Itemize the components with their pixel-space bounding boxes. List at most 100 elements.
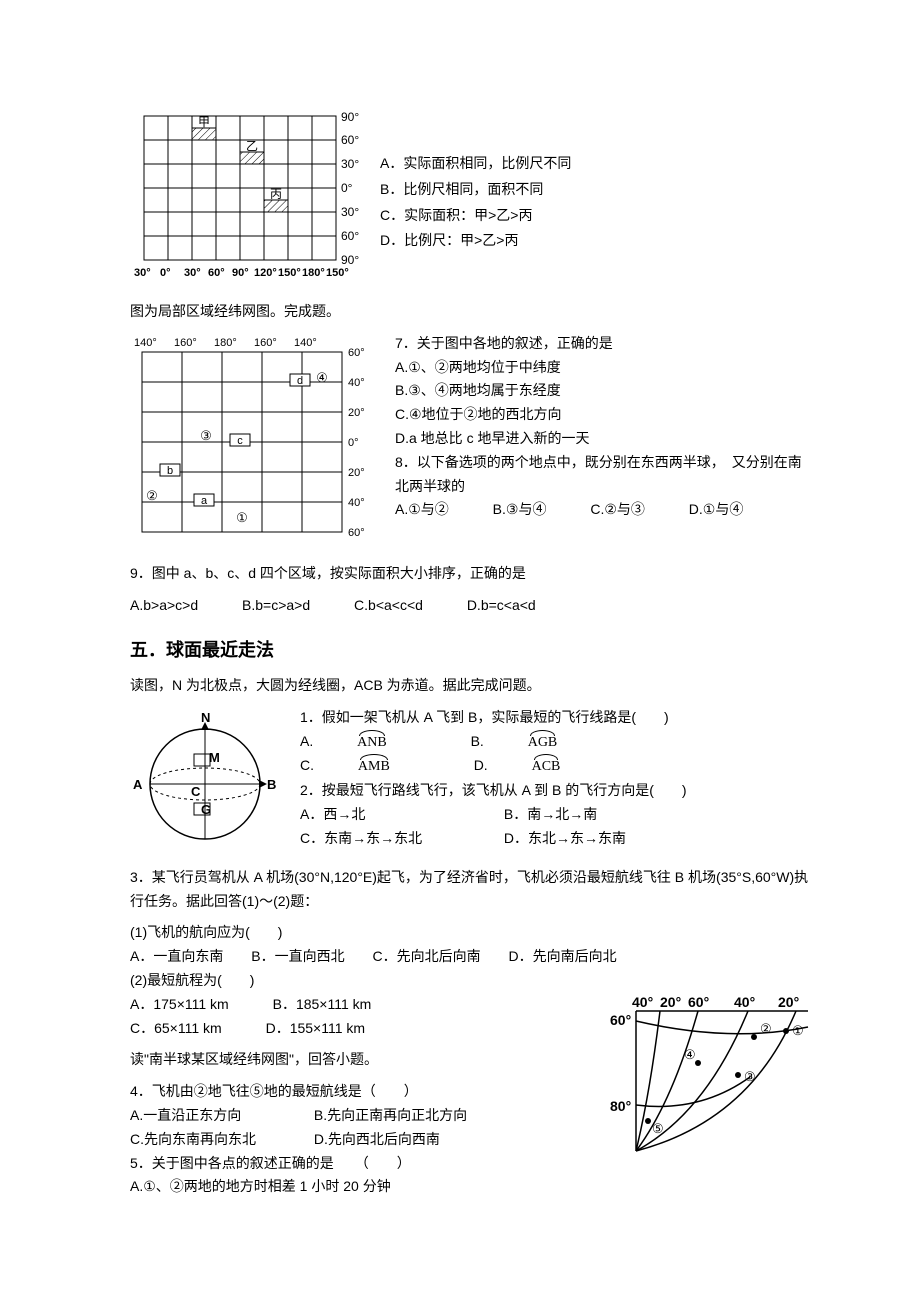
svg-text:150°: 150° [326, 267, 349, 279]
fig6-yi: 乙 [246, 139, 258, 153]
q5-stem: 5．关于图中各点的叙述正确的是 （ ） [130, 1152, 810, 1176]
q3-sub2: (2)最短航程为( ) [130, 969, 810, 993]
fig6-xlabels: 30° 0° 30° 60° 90° 120° 150° 180° 150° [134, 267, 349, 279]
svg-text:④: ④ [316, 370, 328, 385]
svg-text:30°: 30° [184, 267, 201, 279]
fig6-ylabels: 90° 60° 30° 0° 30° 60° 90° [341, 110, 359, 267]
fig6-svg: 甲 乙 丙 90° 60° 30° 0° 30° 60° 90° [130, 110, 360, 290]
svg-text:B: B [267, 777, 276, 792]
svg-text:②: ② [146, 488, 158, 503]
q7-C: C.④地位于②地的西北方向 [395, 403, 810, 427]
q2-stem: 2．按最短飞行路线飞行，该飞机从 A 到 B 的飞行方向是( ) [300, 779, 810, 803]
q3-s1-opts: A．一直向东南 B．一直向西北 C．先向北后向南 D．先向南后向北 [130, 945, 810, 969]
svg-text:30°: 30° [341, 157, 359, 171]
svg-text:90°: 90° [232, 267, 249, 279]
q3-s1D: D．先向南后向北 [508, 945, 616, 969]
q7-q8-block: 7．关于图中各地的叙述，正确的是 A.①、②两地均位于中纬度 B.③、④两地均属… [395, 332, 810, 522]
svg-text:40°: 40° [348, 377, 365, 389]
svg-text:30°: 30° [341, 205, 359, 219]
svg-text:160°: 160° [174, 337, 197, 349]
q7-D: D.a 地总比 c 地早进入新的一天 [395, 427, 810, 451]
svg-text:c: c [237, 435, 243, 447]
q9-opts: A.b>a>c>d B.b=c>a>d C.b<a<c<d D.b=c<a<d [130, 594, 810, 618]
globe-svg-wrap: N M A B C G [130, 706, 280, 856]
svg-text:d: d [297, 375, 303, 387]
opt6-C: C．实际面积：甲>乙>丙 [380, 204, 571, 228]
svg-text:140°: 140° [294, 337, 317, 349]
svg-text:160°: 160° [254, 337, 277, 349]
fig6-row: 甲 乙 丙 90° 60° 30° 0° 30° 60° 90° [130, 110, 810, 290]
q3-s2A: A．175×111 km [130, 993, 229, 1017]
q5-A: A.①、②两地的地方时相差 1 小时 20 分钟 [130, 1175, 810, 1199]
svg-text:④: ④ [684, 1047, 696, 1062]
svg-text:140°: 140° [134, 337, 157, 349]
q9-B: B.b=c>a>d [242, 594, 310, 618]
fig6-jia: 甲 [198, 115, 210, 129]
fig7-xlabels: 140° 160° 180° 160° 140° [134, 337, 317, 349]
q9-D: D.b=c<a<d [467, 594, 536, 618]
q1-B: B. AGB [471, 730, 598, 755]
south-lon-labels: 40° 20° 60° 40° 20° [632, 994, 799, 1010]
svg-text:90°: 90° [341, 110, 359, 124]
q4-B: B.先向正南再向正北方向 [314, 1107, 467, 1123]
intro7: 图为局部区域经纬网图。完成题。 [130, 300, 810, 324]
svg-text:②: ② [760, 1021, 772, 1036]
q3-s1C: C．先向北后向南 [372, 945, 480, 969]
fig7-row: 140° 160° 180° 160° 140° 60° 40° 20° 0° … [130, 332, 810, 552]
fig7-ylabels: 60° 40° 20° 0° 20° 40° 60° [348, 347, 365, 539]
q1-C: C. AMB [300, 754, 430, 779]
q4-A: A.一直沿正东方向 [130, 1104, 310, 1128]
svg-text:M: M [209, 750, 220, 765]
svg-text:180°: 180° [214, 337, 237, 349]
svg-text:60°: 60° [208, 267, 225, 279]
q7-stem: 7．关于图中各地的叙述，正确的是 [395, 332, 810, 356]
q8-A: A.①与② [395, 498, 449, 522]
svg-text:b: b [167, 465, 173, 477]
q3-s2C: C．65×111 km [130, 1017, 222, 1041]
svg-text:150°: 150° [278, 267, 301, 279]
svg-text:60°: 60° [348, 347, 365, 359]
q2-C: C．东南→东→东北 [300, 827, 500, 851]
q1-A: A. ANB [300, 730, 427, 755]
q7-B: B.③、④两地均属于东经度 [395, 379, 810, 403]
fig6-svg-wrap: 甲 乙 丙 90° 60° 30° 0° 30° 60° 90° [130, 110, 360, 290]
svg-text:0°: 0° [160, 267, 171, 279]
svg-text:20°: 20° [778, 994, 799, 1010]
q8-B: B.③与④ [493, 498, 547, 522]
globe-svg: N M A B C G [130, 706, 280, 856]
fig7-svg-wrap: 140° 160° 180° 160° 140° 60° 40° 20° 0° … [130, 332, 375, 552]
q9-stem: 9．图中 a、b、c、d 四个区域，按实际面积大小排序，正确的是 [130, 562, 810, 586]
south-fig-svg: 40° 20° 60° 40° 20° 60° 80° [610, 993, 810, 1153]
opt6-B: B．比例尺相同，面积不同 [380, 178, 571, 202]
south-fig-wrap: 40° 20° 60° 40° 20° 60° 80° [610, 993, 810, 1153]
svg-text:40°: 40° [348, 497, 365, 509]
q4-C: C.先向东南再向东北 [130, 1128, 310, 1152]
q2-B: B．南→北→南 [504, 806, 597, 822]
q2-A: A．西→北 [300, 803, 500, 827]
svg-text:120°: 120° [254, 267, 277, 279]
q8-opts: A.①与② B.③与④ C.②与③ D.①与④ [395, 498, 810, 522]
svg-text:0°: 0° [341, 181, 353, 195]
svg-text:20°: 20° [348, 467, 365, 479]
q2-opts1: A．西→北 B．南→北→南 [300, 803, 810, 827]
q3-s1A: A．一直向东南 [130, 945, 223, 969]
q1-q2-block: 1．假如一架飞机从 A 飞到 B，实际最短的飞行线路是( ) A. ANB B.… [300, 706, 810, 851]
opt6-D: D．比例尺：甲>乙>丙 [380, 229, 571, 253]
q8-C: C.②与③ [590, 498, 645, 522]
svg-text:③: ③ [200, 428, 212, 443]
svg-text:180°: 180° [302, 267, 325, 279]
svg-text:90°: 90° [341, 253, 359, 267]
fig6-options: A．实际面积相同，比例尺不同 B．比例尺相同，面积不同 C．实际面积：甲>乙>丙… [380, 110, 571, 255]
globe-row: N M A B C G 1．假如一架飞机从 A 飞到 B，实际最短的飞行线路是(… [130, 706, 810, 856]
svg-text:0°: 0° [348, 437, 359, 449]
svg-text:⑤: ⑤ [652, 1121, 664, 1136]
q3-s1B: B．一直向西北 [251, 945, 344, 969]
q8-stem: 8．以下备选项的两个地点中，既分别在东西两半球， 又分别在南北两半球的 [395, 451, 810, 499]
q3-s2D: D．155×111 km [266, 1017, 365, 1041]
q2-opts2: C．东南→东→东北 D．东北→东→东南 [300, 827, 810, 851]
svg-text:C: C [191, 784, 201, 799]
svg-text:N: N [201, 710, 210, 725]
svg-text:A: A [133, 777, 143, 792]
svg-text:a: a [201, 495, 208, 507]
fig7-svg: 140° 160° 180° 160° 140° 60° 40° 20° 0° … [130, 332, 375, 552]
